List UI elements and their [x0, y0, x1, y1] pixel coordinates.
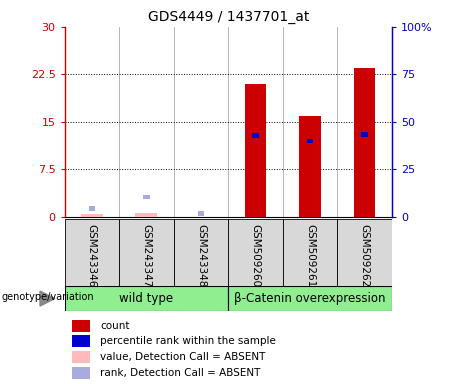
- Text: GSM509260: GSM509260: [250, 224, 260, 287]
- Text: percentile rank within the sample: percentile rank within the sample: [100, 336, 276, 346]
- Polygon shape: [40, 291, 55, 306]
- Bar: [72, 367, 90, 379]
- Bar: [143, 195, 150, 199]
- Text: wild type: wild type: [119, 292, 173, 305]
- Text: genotype/variation: genotype/variation: [1, 292, 94, 302]
- Bar: [72, 351, 90, 363]
- Text: GSM243347: GSM243347: [142, 224, 151, 288]
- Bar: [89, 206, 95, 211]
- Title: GDS4449 / 1437701_at: GDS4449 / 1437701_at: [148, 10, 309, 25]
- Bar: [136, 212, 157, 217]
- Bar: [72, 320, 90, 332]
- Bar: [174, 219, 228, 286]
- Text: GSM243348: GSM243348: [196, 224, 206, 288]
- Bar: [81, 214, 103, 217]
- Text: β-Catenin overexpression: β-Catenin overexpression: [234, 292, 386, 305]
- Bar: [119, 219, 174, 286]
- Text: GSM509262: GSM509262: [360, 224, 370, 288]
- Bar: [283, 219, 337, 286]
- Bar: [307, 139, 313, 143]
- Bar: [228, 286, 392, 311]
- Bar: [361, 132, 368, 137]
- Text: value, Detection Call = ABSENT: value, Detection Call = ABSENT: [100, 352, 266, 362]
- Bar: [354, 68, 375, 217]
- Bar: [337, 219, 392, 286]
- Bar: [299, 116, 321, 217]
- Text: GSM243346: GSM243346: [87, 224, 97, 288]
- Bar: [244, 84, 266, 217]
- Bar: [65, 286, 228, 311]
- Bar: [198, 211, 204, 215]
- Bar: [252, 133, 259, 137]
- Text: GSM509261: GSM509261: [305, 224, 315, 288]
- Text: count: count: [100, 321, 130, 331]
- Bar: [228, 219, 283, 286]
- Bar: [72, 335, 90, 348]
- Text: rank, Detection Call = ABSENT: rank, Detection Call = ABSENT: [100, 367, 260, 377]
- Bar: [65, 219, 119, 286]
